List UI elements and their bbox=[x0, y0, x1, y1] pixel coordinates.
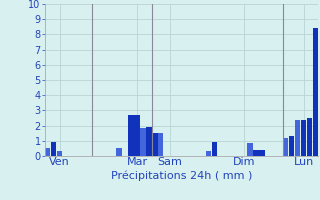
Bar bbox=[283, 138, 288, 156]
Bar bbox=[57, 151, 62, 156]
X-axis label: Précipitations 24h ( mm ): Précipitations 24h ( mm ) bbox=[111, 170, 252, 181]
Bar bbox=[146, 127, 152, 156]
Bar bbox=[253, 150, 259, 156]
Bar bbox=[158, 133, 164, 156]
Bar bbox=[295, 120, 300, 156]
Bar bbox=[206, 151, 211, 156]
Bar bbox=[289, 136, 294, 156]
Bar bbox=[45, 148, 51, 156]
Bar bbox=[301, 120, 306, 156]
Bar bbox=[128, 115, 134, 156]
Bar bbox=[259, 150, 265, 156]
Bar bbox=[152, 133, 157, 156]
Bar bbox=[134, 115, 140, 156]
Bar bbox=[51, 142, 56, 156]
Bar bbox=[307, 118, 312, 156]
Bar bbox=[212, 142, 217, 156]
Bar bbox=[247, 143, 253, 156]
Bar bbox=[313, 28, 318, 156]
Bar bbox=[140, 128, 146, 156]
Bar bbox=[116, 148, 122, 156]
